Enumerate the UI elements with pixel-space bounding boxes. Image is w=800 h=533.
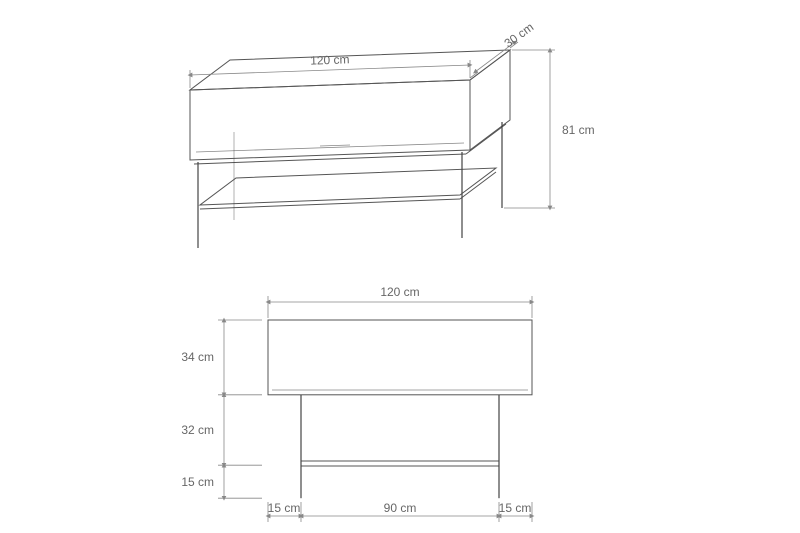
dim-gap-h-label: 32 cm — [181, 423, 214, 437]
dim-iso-height: 81 cm — [504, 50, 595, 208]
dim-iso-width: 120 cm — [190, 52, 470, 88]
furniture-dimension-diagram: 120 cm 30 cm 81 cm — [0, 0, 800, 533]
iso-view: 120 cm 30 cm 81 cm — [190, 20, 595, 248]
dim-front-width: 120 cm — [268, 285, 532, 318]
dim-iso-depth-label: 30 cm — [502, 20, 537, 51]
dim-foot-h-label: 15 cm — [181, 475, 214, 489]
dim-front-bottom-widths: 15 cm 90 cm 15 cm — [268, 501, 532, 522]
dim-front-heights: 34 cm 32 cm 15 cm — [181, 320, 262, 498]
dim-iso-depth: 30 cm — [470, 20, 536, 78]
dim-iso-height-label: 81 cm — [562, 123, 595, 137]
dim-mid-label: 90 cm — [384, 501, 417, 515]
front-view: 120 cm 34 cm 32 cm 15 cm 15 cm 90 c — [181, 285, 532, 522]
dim-left-leg-label: 15 cm — [268, 501, 301, 515]
dim-cabinet-h-label: 34 cm — [181, 350, 214, 364]
dim-iso-width-label: 120 cm — [310, 52, 350, 67]
dim-front-width-label: 120 cm — [380, 285, 419, 299]
dim-right-leg-label: 15 cm — [499, 501, 532, 515]
